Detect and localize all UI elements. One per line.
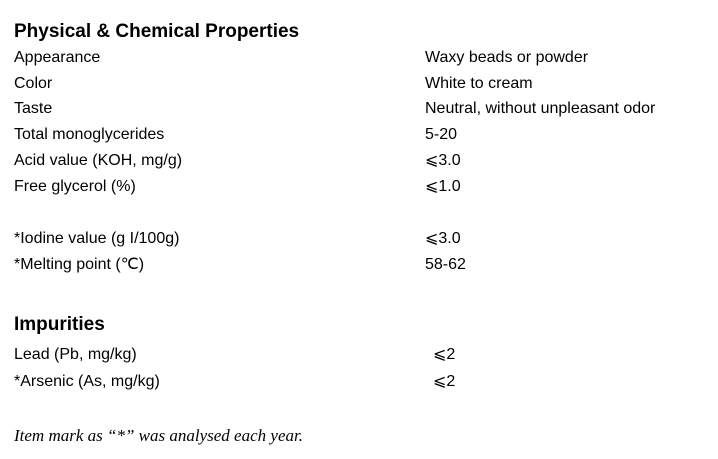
property-value: Waxy beads or powder [425, 49, 589, 66]
impurity-row-lead: Lead (Pb, mg/kg) ⩽2 [14, 344, 718, 366]
section-heading-impurities: Impurities [14, 314, 105, 335]
property-label: Appearance [14, 49, 101, 66]
property-value: 58-62 [425, 256, 466, 273]
property-value: White to cream [425, 75, 533, 92]
property-row-acid-value: Acid value (KOH, mg/g) ⩽3.0 [14, 150, 718, 172]
property-value: ⩽3.0 [425, 152, 461, 169]
section-heading-physical-chemical: Physical & Chemical Properties [14, 21, 300, 42]
property-value: Neutral, without unpleasant odor [425, 100, 656, 117]
property-label: Free glycerol (%) [14, 178, 136, 195]
property-label: Acid value (KOH, mg/g) [14, 152, 183, 169]
property-value: ⩽1.0 [425, 178, 461, 195]
property-row-total-monoglycerides: Total monoglycerides 5-20 [14, 124, 718, 146]
impurity-value: ⩽2 [433, 346, 456, 363]
impurity-label: Lead (Pb, mg/kg) [14, 346, 137, 363]
property-label: *Iodine value (g I/100g) [14, 230, 180, 247]
footnote: Item mark as “*” was analysed each year. [14, 426, 303, 445]
property-label: *Melting point (℃) [14, 256, 145, 273]
property-value: 5-20 [425, 126, 458, 143]
property-row-melting-point: *Melting point (℃) 58-62 [14, 254, 718, 276]
property-label: Color [14, 75, 53, 92]
property-label: Total monoglycerides [14, 126, 165, 143]
impurity-value: ⩽2 [433, 373, 456, 390]
impurity-row-arsenic: *Arsenic (As, mg/kg) ⩽2 [14, 371, 718, 393]
impurity-label: *Arsenic (As, mg/kg) [14, 373, 160, 390]
property-row-free-glycerol: Free glycerol (%) ⩽1.0 [14, 176, 718, 198]
property-value: ⩽3.0 [425, 230, 461, 247]
property-row-color: Color White to cream [14, 73, 718, 95]
property-row-iodine-value: *Iodine value (g I/100g) ⩽3.0 [14, 228, 718, 250]
property-label: Taste [14, 100, 53, 117]
property-row-taste: Taste Neutral, without unpleasant odor [14, 98, 718, 120]
property-row-appearance: Appearance Waxy beads or powder [14, 47, 718, 69]
